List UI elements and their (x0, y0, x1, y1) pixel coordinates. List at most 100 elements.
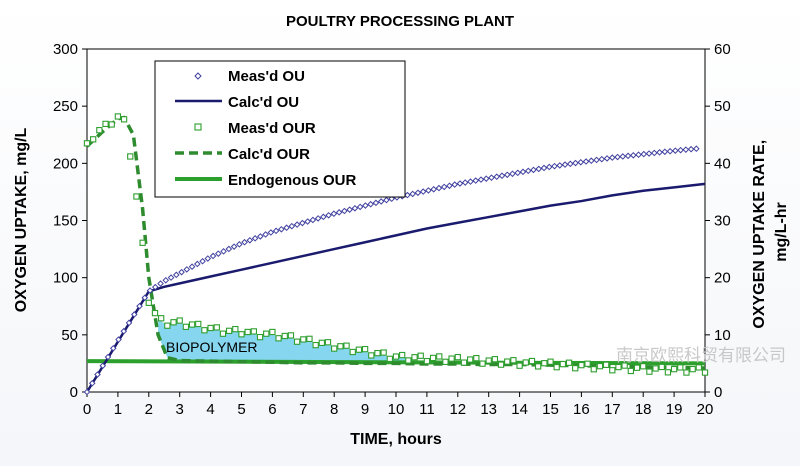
measd-ou-point (230, 243, 238, 250)
measd-ou-point (561, 161, 569, 168)
measd-our-point (151, 309, 159, 317)
y-tick-label: 250 (53, 98, 78, 115)
measd-ou-point (430, 185, 438, 193)
measd-ou-point (209, 252, 217, 260)
measd-our-point (522, 359, 529, 366)
x-tick-label: 10 (388, 401, 405, 418)
measd-ou-point (251, 235, 259, 242)
measd-ou-point (651, 149, 658, 157)
measd-our-point (158, 315, 165, 322)
measd-our-point (584, 360, 591, 367)
measd-ou-point (482, 175, 490, 182)
measd-ou-point (419, 188, 427, 195)
x-tick-label: 9 (361, 401, 369, 418)
measd-ou-point (330, 210, 338, 218)
measd-ou-point (545, 163, 553, 171)
measd-our-point (238, 331, 245, 338)
measd-our-point (83, 140, 91, 147)
y-tick-label: 100 (53, 270, 78, 287)
measd-ou-point (619, 153, 627, 160)
measd-ou-point (514, 169, 522, 177)
measd-ou-point (404, 191, 411, 199)
measd-ou-point (640, 150, 648, 158)
measd-ou-point (293, 221, 301, 228)
measd-ou-point (204, 255, 212, 262)
measd-our-point (504, 358, 511, 365)
measd-ou-point (299, 219, 306, 227)
measd-ou-point (666, 147, 674, 155)
y-axis-ticks: 0 50 100 150 200 250 300 (53, 41, 87, 401)
measd-ou-point (472, 177, 480, 184)
measd-ou-point (440, 183, 448, 191)
measd-our-point (417, 352, 424, 359)
chart-title: POULTRY PROCESSING PLANT (286, 13, 514, 30)
measd-our-point (213, 324, 220, 331)
measd-ou-point (125, 319, 133, 327)
measd-our-point (590, 366, 597, 373)
measd-ou-point (409, 190, 416, 198)
measd-ou-point (414, 189, 422, 197)
measd-ou-point (288, 222, 296, 230)
measd-our-point (664, 369, 672, 376)
measd-our-point (90, 136, 97, 143)
measd-our-point (689, 365, 696, 373)
measd-ou-point (309, 216, 317, 224)
measd-ou-point (593, 156, 600, 164)
x-tick-label: 8 (330, 401, 338, 418)
measd-our-point (596, 363, 604, 370)
measd-ou-point (630, 151, 637, 159)
measd-ou-point (356, 203, 364, 211)
measd-our-point (343, 342, 350, 349)
measd-ou-point (215, 250, 222, 257)
x-tick-label: 1 (114, 401, 122, 418)
measd-our-point (250, 328, 258, 335)
measd-ou-point (446, 182, 453, 190)
legend-label-measd-ou: Meas'd OU (228, 68, 305, 85)
measd-ou-point (603, 155, 611, 162)
measd-our-point (331, 345, 338, 352)
measd-our-point (355, 346, 363, 353)
measd-ou-point (109, 344, 117, 352)
measd-ou-point (314, 215, 322, 222)
measd-our-point (300, 336, 307, 343)
y2-axis-label: OXYGEN UPTAKE RATE, mg/L-hr (751, 135, 790, 328)
measd-ou-point (461, 179, 469, 186)
measd-ou-point (351, 204, 359, 212)
measd-ou-point (693, 145, 700, 153)
x-axis-ticks: 0 1 2 3 4 5 6 7 8 9 10 11 12 13 14 15 16 17 18 19 20 (83, 392, 713, 418)
measd-our-point (176, 317, 183, 324)
measd-our-point (306, 335, 313, 342)
measd-ou-point (130, 311, 138, 318)
measd-our-point (127, 153, 134, 160)
measd-our-point (386, 355, 393, 362)
y2-tick-label: 40 (714, 155, 731, 172)
y2-tick-label: 60 (714, 41, 731, 58)
measd-ou-point (246, 236, 254, 244)
measd-ou-point (362, 202, 369, 209)
measd-our-point (170, 319, 177, 326)
measd-ou-point (540, 164, 548, 172)
x-tick-label: 19 (666, 401, 683, 418)
measd-ou-point (162, 276, 170, 284)
measd-ou-point (220, 248, 227, 255)
measd-our-point (164, 322, 171, 329)
measd-our-point (436, 353, 443, 360)
x-tick-label: 14 (511, 401, 528, 418)
x-tick-label: 15 (542, 401, 559, 418)
measd-ou-point (535, 165, 543, 173)
measd-our-point (182, 323, 190, 330)
measd-our-point (559, 360, 567, 368)
measd-ou-point (188, 263, 196, 270)
x-tick-label: 7 (299, 401, 307, 418)
measd-ou-point (503, 171, 511, 179)
measd-ou-point (551, 162, 558, 170)
measd-our-point (405, 357, 412, 364)
measd-our-point (497, 361, 505, 368)
measd-our-point (429, 354, 437, 362)
y-tick-label: 50 (61, 327, 78, 344)
measd-our-point (615, 363, 622, 371)
measd-our-point (293, 338, 301, 345)
measd-our-point (541, 360, 548, 367)
measd-ou-point (236, 241, 243, 248)
measd-our-point (646, 368, 653, 375)
